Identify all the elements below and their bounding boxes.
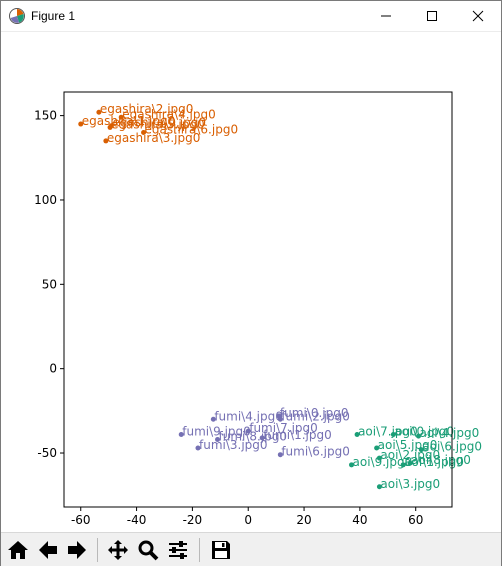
- data-points: egashira\2.jpg0egashira\4.jpg0egashira\1…: [78, 102, 482, 491]
- data-point: [215, 437, 221, 443]
- configure-subplots-icon: [169, 541, 187, 559]
- point-label: fumi\0.jpg0: [280, 406, 349, 420]
- zoom-button[interactable]: [135, 537, 161, 563]
- point-label: egashira\2.jpg0: [100, 102, 194, 116]
- minimize-button[interactable]: [363, 1, 409, 31]
- data-point: [416, 433, 422, 439]
- data-point: [376, 455, 382, 461]
- data-point: [376, 484, 382, 490]
- pan-move-icon: [108, 540, 128, 560]
- x-tick-label: -40: [127, 513, 147, 527]
- data-point: [118, 114, 124, 120]
- forward-arrow-icon: [68, 541, 86, 559]
- point-label: egashira\0.jpg0: [112, 116, 206, 130]
- x-tick-label: -60: [71, 513, 91, 527]
- data-point: [178, 431, 184, 437]
- configure-subplots-button[interactable]: [165, 537, 191, 563]
- plot-area[interactable]: -60 -40 -20 0 20 40 60 -50 0 50 100 150 egashira\2…: [1, 32, 501, 529]
- point-label: fumi\4.jpg0: [214, 409, 283, 423]
- y-tick-label: 150: [34, 109, 57, 123]
- point-label: fumi\9.jpg0: [182, 424, 251, 438]
- data-point: [277, 452, 283, 458]
- save-floppy-icon: [212, 541, 230, 559]
- data-point: [407, 460, 413, 466]
- point-label: aoi\8.jpg0: [411, 453, 471, 467]
- data-point: [354, 431, 360, 437]
- axes-frame: [63, 91, 453, 508]
- point-label: egashira\1.jpg0: [82, 114, 176, 128]
- point-label: egashira\6.jpg0: [145, 122, 239, 136]
- x-tick-label: 0: [244, 513, 252, 527]
- point-label: aoi\2.jpg0: [380, 448, 440, 462]
- close-icon: [472, 10, 484, 22]
- title-bar[interactable]: Figure 1: [1, 1, 501, 32]
- data-point: [103, 138, 109, 144]
- data-point: [78, 121, 84, 127]
- point-label: fumi\6.jpg0: [281, 445, 350, 459]
- figure-app-icon: [9, 8, 25, 24]
- zoom-magnifier-icon: [138, 540, 159, 561]
- point-label: aoi\7.jpg0: [358, 424, 418, 438]
- scatter-chart[interactable]: -60 -40 -20 0 20 40 60 -50 0 50 100 150 egashira\2…: [1, 32, 501, 529]
- point-label: fumi\7.jpg0: [249, 421, 318, 435]
- maximize-button[interactable]: [409, 1, 455, 31]
- y-tick-label: 100: [34, 193, 57, 207]
- data-point: [349, 462, 355, 468]
- x-tick-label: 40: [352, 513, 367, 527]
- pan-button[interactable]: [105, 537, 131, 563]
- x-tick-label: -20: [183, 513, 203, 527]
- x-tick-label: 20: [296, 513, 311, 527]
- point-label: aoi\1.jpg0: [404, 455, 464, 469]
- data-point: [400, 462, 406, 468]
- y-tick-label: -50: [37, 446, 57, 460]
- minimize-icon: [381, 15, 391, 17]
- point-label: egashira\3.jpg0: [107, 131, 201, 145]
- data-point: [390, 431, 396, 437]
- close-button[interactable]: [455, 1, 501, 31]
- y-tick-label: 0: [49, 362, 57, 376]
- point-label: fumi\3.jpg0: [199, 438, 268, 452]
- y-tick-label: 50: [42, 277, 57, 291]
- point-label: egashira\5.jpg0: [111, 117, 205, 131]
- point-label: fumi\2.jpg0: [281, 409, 350, 423]
- home-button[interactable]: [5, 537, 31, 563]
- data-point: [107, 124, 113, 130]
- y-axis: -50 0 50 100 150: [34, 109, 64, 460]
- back-button[interactable]: [35, 537, 61, 563]
- point-label: egashira\4.jpg0: [122, 107, 216, 121]
- data-point: [374, 445, 380, 451]
- window-title: Figure 1: [31, 9, 76, 23]
- navigation-toolbar: [1, 532, 501, 566]
- home-icon: [8, 541, 28, 559]
- data-point: [276, 413, 282, 419]
- data-point: [195, 445, 201, 451]
- data-point: [141, 129, 147, 135]
- point-label: aoi\9.jpg0: [353, 455, 413, 469]
- forward-button[interactable]: [64, 537, 90, 563]
- data-point: [418, 447, 424, 453]
- point-label: aoi\4.jpg0: [420, 426, 480, 440]
- data-point: [210, 416, 216, 422]
- save-button[interactable]: [208, 537, 234, 563]
- toolbar-separator: [199, 538, 200, 562]
- data-point: [96, 109, 102, 115]
- toolbar-separator: [97, 538, 98, 562]
- point-label: fumi\8.jpg0: [219, 430, 288, 444]
- point-label: fumi\1.jpg0: [263, 428, 332, 442]
- data-point: [245, 428, 251, 434]
- data-point: [259, 435, 265, 441]
- point-label: aoi\0.jpg0: [394, 424, 454, 438]
- x-axis: -60 -40 -20 0 20 40 60: [71, 507, 423, 527]
- x-tick-label: 60: [408, 513, 423, 527]
- point-label: aoi\3.jpg0: [380, 477, 440, 491]
- back-arrow-icon: [39, 541, 57, 559]
- maximize-icon: [427, 11, 437, 21]
